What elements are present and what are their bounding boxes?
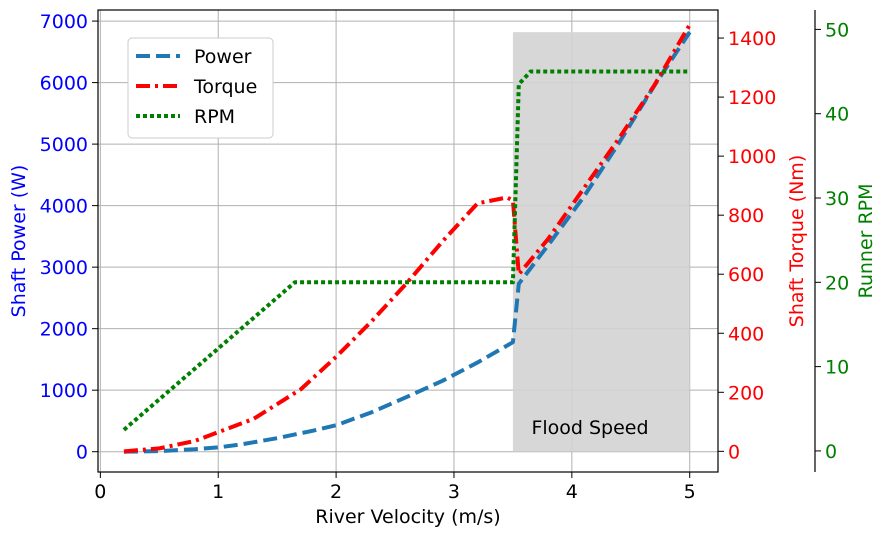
right2-tick-label: 10 — [825, 357, 849, 379]
x-tick-label: 3 — [448, 481, 460, 503]
left-tick-label: 7000 — [40, 11, 88, 33]
plot-frame — [97, 9, 719, 473]
right2-tick-label: 40 — [825, 104, 849, 126]
right1-tick-label: 1200 — [728, 87, 776, 109]
right2-tick-label: 0 — [825, 441, 837, 463]
right2-tick-label: 50 — [825, 19, 849, 41]
right1-tick-label: 1000 — [728, 146, 776, 168]
left-tick-label: 4000 — [40, 196, 88, 218]
left-tick-label: 0 — [76, 442, 88, 464]
legend: Power Torque RPM — [127, 37, 274, 139]
right1-tick-label: 200 — [728, 382, 764, 404]
legend-box — [127, 37, 274, 139]
legend-rpm-label: RPM — [194, 106, 235, 128]
series-line-rpm — [122, 69, 690, 432]
x-tick-label: 5 — [684, 481, 696, 503]
axes-layer: 0 1 2 3 4 50100020003000400050006000700002004… — [40, 11, 850, 503]
x-tick-label: 0 — [94, 481, 106, 503]
right1-tick-label: 1400 — [728, 28, 776, 50]
right2-tick-label: 20 — [825, 272, 849, 294]
right1-tick-label: 600 — [728, 264, 764, 286]
x-tick-label: 1 — [212, 481, 224, 503]
left-tick-label: 3000 — [40, 257, 88, 279]
left-tick-label: 1000 — [40, 380, 88, 402]
right1-tick-label: 800 — [728, 205, 764, 227]
legend-power-label: Power — [194, 46, 252, 68]
left-axis-label: Shaft Power (W) — [8, 165, 30, 318]
x-axis-label: River Velocity (m/s) — [315, 506, 500, 528]
series-line-power — [123, 31, 692, 454]
left-tick-label: 6000 — [40, 73, 88, 95]
shade-label: Flood Speed — [531, 417, 648, 439]
right1-axis-label: Shaft Torque (Nm) — [786, 155, 808, 327]
shaded-region — [512, 32, 690, 452]
left-tick-label: 5000 — [40, 134, 88, 156]
left-tick-label: 2000 — [40, 319, 88, 341]
right2-axis-label: Runner RPM — [855, 183, 877, 298]
right1-tick-label: 0 — [728, 441, 740, 463]
right1-tick-label: 400 — [728, 323, 764, 345]
right2-tick-label: 30 — [825, 188, 849, 210]
legend-torque-label: Torque — [193, 76, 257, 98]
series-layer — [122, 23, 692, 454]
x-tick-label: 2 — [330, 481, 342, 503]
x-tick-label: 4 — [566, 481, 578, 503]
